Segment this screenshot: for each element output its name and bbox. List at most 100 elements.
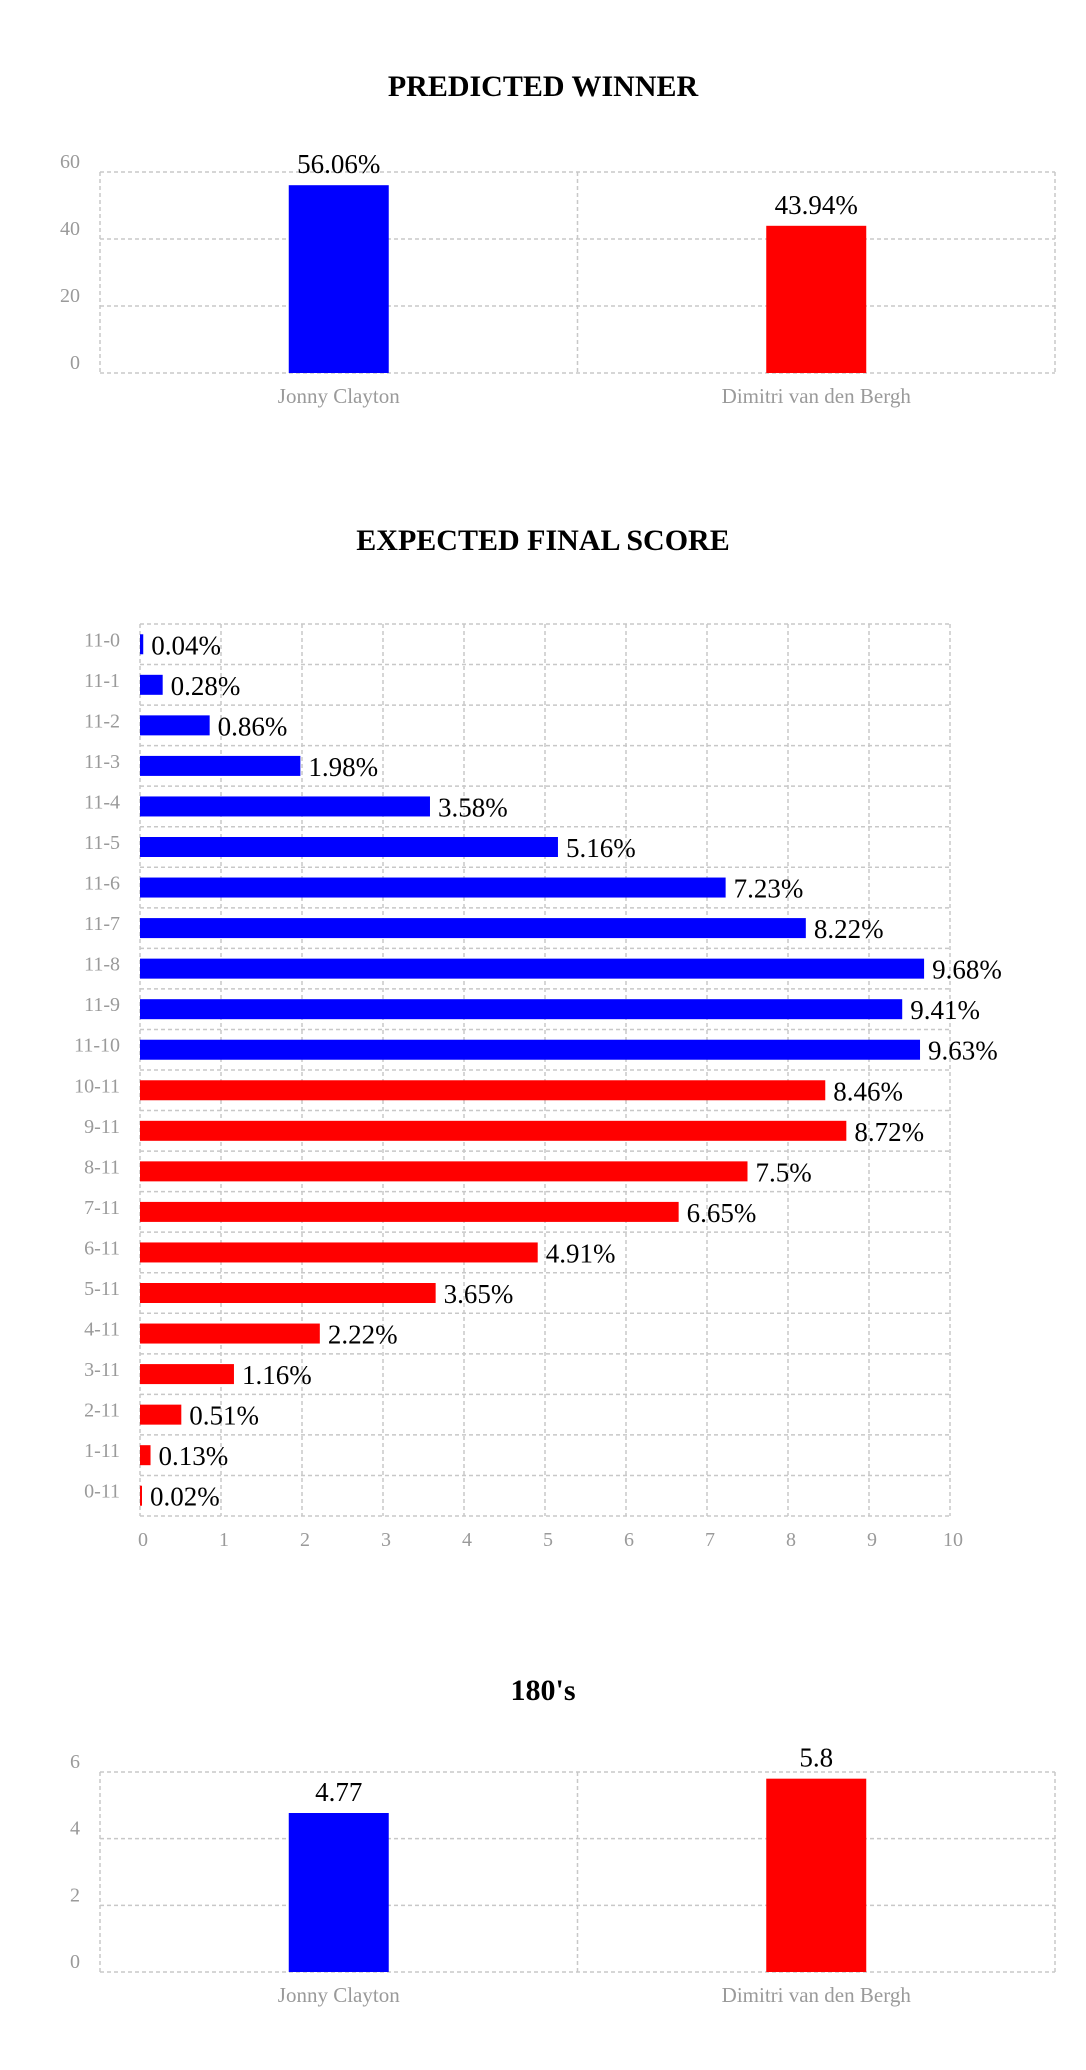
y-category-label: 11-5 — [84, 832, 120, 854]
y-category-label: 11-6 — [84, 873, 120, 895]
x-category-label: Jonny Clayton — [278, 384, 400, 408]
y-category-label: 11-8 — [84, 954, 120, 976]
y-category-label: 11-2 — [84, 710, 120, 732]
data-label: 2.22% — [328, 1320, 398, 1350]
data-label: 9.68% — [932, 955, 1002, 985]
data-label: 1.16% — [242, 1360, 312, 1390]
bar — [766, 1778, 867, 1972]
y-category-label: 4-11 — [84, 1319, 120, 1341]
x-tick-label: 0 — [138, 1529, 148, 1551]
y-category-label: 7-11 — [84, 1197, 120, 1219]
y-category-label: 2-11 — [84, 1400, 120, 1422]
x-category-label: Jonny Clayton — [278, 1983, 400, 2007]
y-tick-label: 0 — [70, 1951, 80, 1973]
data-label: 5.8 — [799, 1743, 833, 1773]
predicted-winner-chart: PREDICTED WINNER 0 20 40 60 56.06% Jonny Clay… — [60, 70, 1056, 408]
bar — [140, 755, 301, 776]
bar — [140, 877, 726, 898]
y-category-label: 11-3 — [84, 751, 120, 773]
x-tick-label: 8 — [786, 1529, 796, 1551]
y-tick-label: 0 — [70, 352, 80, 374]
bar — [140, 1485, 142, 1506]
data-label: 6.65% — [687, 1198, 757, 1228]
data-label: 7.23% — [734, 874, 804, 904]
y-category-label: 9-11 — [84, 1116, 120, 1138]
data-label: 0.51% — [189, 1401, 259, 1431]
y-tick-label: 20 — [60, 285, 80, 307]
chart-title: EXPECTED FINAL SCORE — [356, 524, 729, 557]
bar — [140, 837, 558, 857]
data-label: 0.02% — [150, 1482, 220, 1512]
bar — [140, 1404, 182, 1425]
bar — [140, 1161, 748, 1182]
y-category-label: 1-11 — [84, 1440, 120, 1462]
x-category-label: Dimitri van den Bergh — [722, 384, 912, 408]
data-label: 8.72% — [854, 1117, 924, 1147]
data-label: 8.46% — [833, 1076, 903, 1106]
y-category-label: 11-7 — [84, 913, 120, 935]
bar — [140, 1201, 679, 1222]
bar — [140, 1445, 151, 1466]
y-tick-label: 60 — [60, 151, 80, 173]
data-label: 0.13% — [159, 1441, 229, 1471]
bar — [140, 918, 806, 939]
bar — [140, 958, 925, 979]
bar — [140, 634, 144, 655]
y-category-label: 3-11 — [84, 1359, 120, 1381]
bar — [288, 185, 389, 373]
bar — [140, 1039, 921, 1060]
y-category-label: 11-1 — [84, 670, 120, 692]
bar — [140, 1364, 234, 1385]
data-label: 3.58% — [438, 792, 508, 822]
x-tick-label: 2 — [300, 1529, 310, 1551]
data-label: 4.77 — [315, 1777, 362, 1807]
y-tick-label: 4 — [70, 1818, 80, 1840]
x-tick-label: 1 — [219, 1529, 229, 1551]
x-tick-label: 9 — [867, 1529, 877, 1551]
x-category-label: Dimitri van den Bergh — [722, 1983, 912, 2007]
data-label: 43.94% — [775, 190, 858, 220]
data-label: 7.5% — [756, 1157, 812, 1187]
data-label: 1.98% — [308, 752, 378, 782]
data-label: 5.16% — [566, 833, 636, 863]
x-tick-label: 6 — [624, 1529, 634, 1551]
x-tick-label: 7 — [705, 1529, 715, 1551]
x-tick-label: 4 — [462, 1529, 472, 1551]
data-label: 8.22% — [814, 914, 884, 944]
y-category-label: 0-11 — [84, 1481, 120, 1503]
x-tick-label: 5 — [543, 1529, 553, 1551]
bar — [140, 1283, 436, 1303]
y-category-label: 11-9 — [84, 994, 120, 1016]
bar — [766, 225, 867, 373]
chart-title: 180's — [510, 1674, 575, 1707]
y-category-label: 8-11 — [84, 1156, 120, 1178]
180s-chart: 180's 0 2 4 6 4.77 Jonny Clayton 5.8 Dimitri va… — [70, 1674, 1056, 2007]
bar — [140, 1242, 538, 1263]
y-category-label: 11-10 — [74, 1035, 120, 1057]
y-category-label: 6-11 — [84, 1237, 120, 1259]
bar — [140, 796, 430, 817]
y-category-label: 5-11 — [84, 1278, 120, 1300]
chart-title: PREDICTED WINNER — [388, 70, 699, 103]
bar — [140, 1080, 826, 1101]
x-tick-label: 10 — [943, 1529, 963, 1551]
data-label: 9.41% — [910, 995, 980, 1025]
bar — [140, 674, 163, 695]
data-label: 3.65% — [444, 1279, 514, 1309]
x-tick-label: 3 — [381, 1529, 391, 1551]
data-label: 0.28% — [171, 671, 241, 701]
data-label: 9.63% — [928, 1036, 998, 1066]
data-label: 56.06% — [297, 149, 380, 179]
bar — [288, 1813, 389, 1972]
bar — [140, 999, 903, 1020]
data-label: 0.86% — [218, 711, 288, 741]
y-tick-label: 2 — [70, 1884, 80, 1906]
y-category-label: 11-0 — [84, 629, 120, 651]
y-category-label: 11-4 — [84, 791, 120, 813]
y-tick-label: 6 — [70, 1751, 80, 1773]
data-label: 4.91% — [546, 1238, 616, 1268]
expected-final-score-chart: EXPECTED FINAL SCORE 0 1 2 3 4 5 6 7 8 9 10 0.04% 11… — [74, 524, 1002, 1551]
bar — [140, 1120, 847, 1141]
data-label: 0.04% — [151, 630, 221, 660]
